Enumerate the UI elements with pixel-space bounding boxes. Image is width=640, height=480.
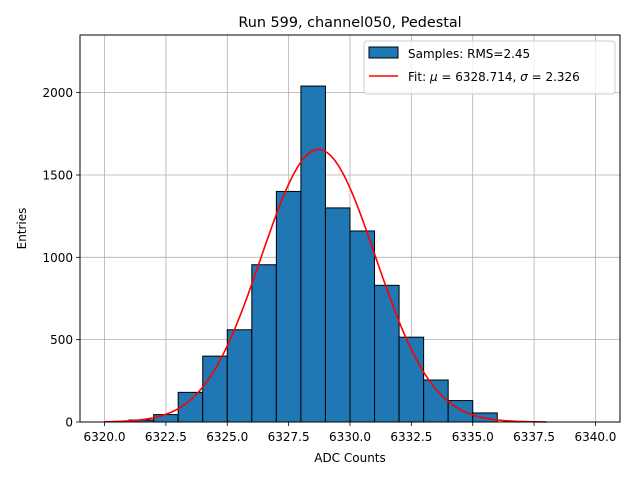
x-tick-label: 6330.0 (329, 430, 371, 444)
histogram-bar (251, 264, 277, 423)
legend-histogram-label: Samples: RMS=2.45 (408, 47, 530, 61)
histogram-bar (153, 414, 179, 423)
histogram-bar (177, 391, 204, 423)
legend-box (363, 40, 616, 95)
x-tick-label: 6337.5 (513, 430, 555, 444)
y-axis-ticks: 0 500 1000 1500 2000 (42, 86, 80, 430)
y-tick-label: 2000 (42, 86, 73, 100)
histogram-bar (300, 85, 326, 423)
x-axis-ticks: 6320.0 6322.5 6325.0 6327.5 6330.0 6332.5 6335… (84, 422, 616, 444)
histogram-bar (423, 379, 449, 423)
histogram-bar (226, 329, 253, 423)
x-tick-label: 6327.5 (268, 430, 310, 444)
histogram-bar (374, 284, 400, 423)
x-tick-label: 6340.0 (574, 430, 616, 444)
legend-fit-label: Fit: μ = 6328.714, σ = 2.326 (408, 70, 580, 84)
x-tick-label: 6325.0 (206, 430, 248, 444)
histogram-bar (324, 207, 351, 423)
x-tick-label: 6320.0 (84, 430, 126, 444)
y-axis-label: Entries (15, 208, 29, 250)
legend: Samples: RMS=2.45 Fit: μ = 6328.714, σ =… (363, 40, 616, 95)
x-tick-label: 6332.5 (390, 430, 432, 444)
histogram-bars (128, 85, 498, 423)
legend-histogram-swatch (368, 46, 399, 59)
y-tick-label: 1500 (42, 168, 73, 182)
x-tick-label: 6335.0 (452, 430, 494, 444)
histogram-bar (349, 230, 376, 423)
fit-curve (104, 148, 547, 423)
y-tick-label: 1000 (42, 251, 73, 265)
histogram-bar (275, 190, 302, 423)
x-tick-label: 6322.5 (145, 430, 187, 444)
fit-curve-layer (104, 148, 547, 423)
chart-title: Run 599, channel050, Pedestal (238, 15, 461, 31)
y-tick-label: 500 (50, 333, 73, 347)
histogram-bar (202, 355, 228, 423)
y-tick-label: 0 (65, 416, 73, 430)
x-axis-label: ADC Counts (314, 451, 386, 465)
